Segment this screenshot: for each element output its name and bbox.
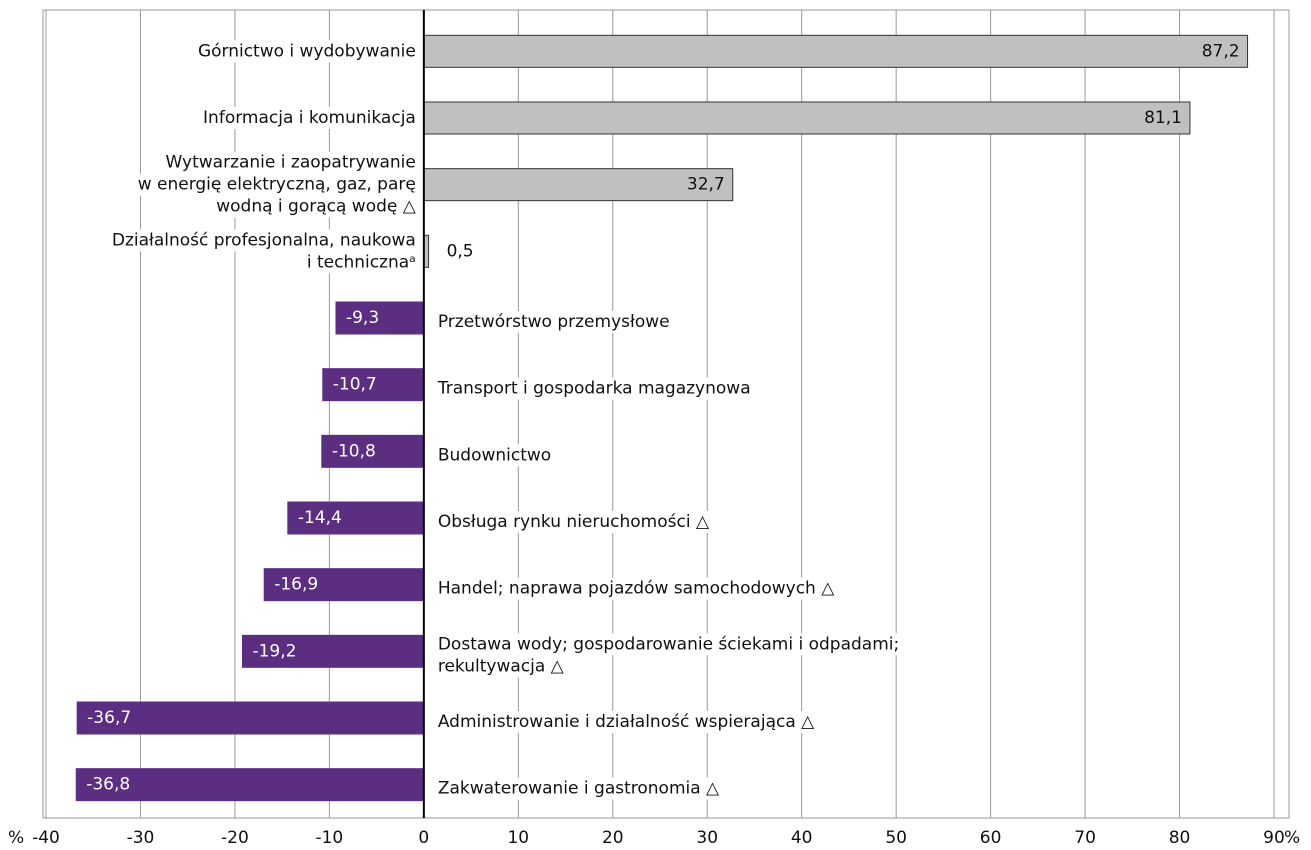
x-tick-label: -10	[315, 828, 343, 848]
bar	[321, 434, 425, 468]
label-background	[433, 577, 840, 600]
x-unit-label: %	[8, 828, 24, 848]
x-tick-label: 70	[1074, 828, 1096, 848]
x-tick-label: -40	[32, 828, 60, 848]
category-label: i technicznaᵃ	[307, 252, 416, 272]
x-tick-label: -30	[127, 828, 155, 848]
x-tick-label: 40	[791, 828, 813, 848]
label-background	[193, 40, 420, 63]
bar	[75, 768, 425, 802]
plot-frame	[42, 9, 1290, 819]
x-tick-label: 50	[885, 828, 907, 848]
x-tick-label: 60	[980, 828, 1002, 848]
x-tick-label: 30	[696, 828, 718, 848]
label-background	[433, 655, 569, 678]
bar	[76, 701, 425, 735]
bar	[287, 501, 425, 535]
bar	[263, 568, 425, 602]
bar	[423, 168, 734, 202]
x-unit-label: %	[1284, 828, 1300, 848]
category-label: Zakwaterowanie i gastronomia △	[438, 779, 720, 799]
label-background	[433, 444, 556, 467]
labels: Górnictwo i wydobywanie Informacja i komu…	[107, 40, 904, 800]
category-label: wodną i gorącą wodę △	[216, 197, 417, 217]
label-background	[161, 151, 420, 174]
label-background	[433, 777, 725, 800]
value-label: -14,4	[298, 508, 342, 528]
label-background	[433, 311, 674, 333]
grid	[45, 10, 1275, 818]
value-label: 87,2	[1202, 41, 1240, 61]
value-label: -10,8	[332, 441, 376, 461]
category-label: Administrowanie i działalność wspierając…	[438, 712, 815, 732]
label-background	[432, 377, 755, 400]
category-label: w energię elektryczną, gaz, parę	[138, 175, 416, 195]
value-label: 32,7	[687, 175, 725, 195]
category-label: Handel; naprawa pojazdów samochodowych △	[438, 579, 835, 599]
label-background	[133, 173, 420, 196]
value-label: -36,7	[87, 708, 131, 728]
bar	[241, 634, 425, 668]
x-tick-label: 10	[507, 828, 529, 848]
category-label: Obsługa rynku nieruchomości △	[438, 512, 710, 532]
label-background	[107, 229, 420, 252]
label-background	[302, 251, 420, 274]
category-label: rekultywacja △	[438, 656, 565, 676]
label-background	[433, 633, 904, 656]
x-tick-label: 20	[602, 828, 624, 848]
value-label: -16,9	[274, 575, 318, 595]
bar	[322, 368, 425, 402]
category-label: Górnictwo i wydobywanie	[198, 41, 416, 61]
value-label: -36,8	[86, 775, 130, 795]
value-label: -9,3	[346, 308, 379, 328]
label-background	[433, 511, 714, 533]
value-label: -10,7	[333, 375, 377, 395]
category-label: Wytwarzanie i zaopatrywanie	[166, 153, 416, 173]
x-tick-label: 90	[1263, 828, 1285, 848]
bar	[423, 34, 1249, 68]
category-label: Transport i gospodarka magazynowa	[437, 379, 751, 399]
value-label: 0,5	[447, 241, 474, 261]
label-background	[199, 107, 420, 129]
category-label: Przetwórstwo przemysłowe	[438, 312, 670, 332]
x-tick-label: 0	[418, 828, 429, 848]
bar	[423, 101, 1191, 135]
value-label: -19,2	[252, 641, 296, 661]
category-label: Budownictwo	[438, 445, 551, 465]
x-tick-label: 80	[1169, 828, 1191, 848]
x-tick-label: -20	[221, 828, 249, 848]
label-background	[212, 195, 421, 218]
category-label: Działalność profesjonalna, naukowa	[112, 230, 416, 250]
category-label: Informacja i komunikacja	[203, 108, 416, 128]
value-label: 81,1	[1144, 108, 1182, 128]
label-background	[433, 711, 820, 733]
category-label: Dostawa wody; gospodarowanie ściekami i …	[438, 634, 899, 654]
